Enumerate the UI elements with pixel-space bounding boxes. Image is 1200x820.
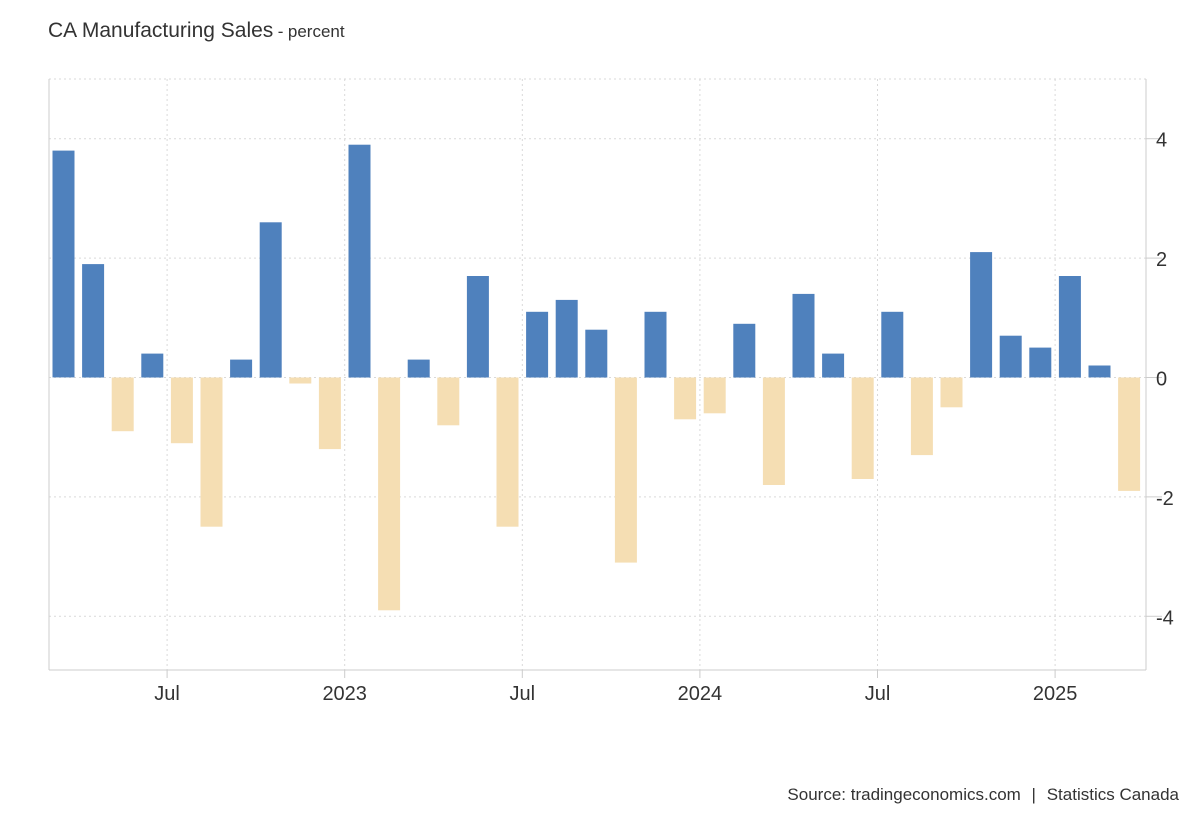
bar-positive: [259, 222, 282, 378]
bar-positive: [733, 323, 756, 378]
bar-negative: [318, 377, 341, 450]
bar-positive: [555, 299, 578, 378]
bar-positive: [822, 353, 845, 378]
bar-negative: [437, 377, 460, 426]
bar-positive: [466, 276, 489, 378]
bar-negative: [851, 377, 874, 479]
bar-negative: [940, 377, 963, 408]
bar-chart: 4 2 0 -2 -4 Jul 2023 Jul 2024 Jul 2025: [48, 78, 1174, 705]
bar-negative: [170, 377, 193, 444]
bar-negative: [674, 377, 697, 420]
bar-negative: [614, 377, 637, 563]
bar-negative: [289, 377, 312, 384]
bar-positive: [644, 311, 667, 378]
chart-unit: percent: [287, 22, 345, 41]
bar-negative: [200, 377, 223, 527]
y-tick-label: -4: [1156, 607, 1174, 629]
chart-title-row: CA Manufacturing Sales - percent: [48, 19, 345, 43]
source-site[interactable]: tradingeconomics.com: [850, 785, 1021, 804]
bar-positive: [792, 293, 815, 378]
bar-positive: [407, 359, 430, 378]
bar-positive: [585, 329, 608, 378]
y-tick-label: -2: [1156, 488, 1174, 510]
chart-title: CA Manufacturing Sales: [48, 19, 274, 42]
x-tick-label: Jul: [154, 683, 180, 705]
x-tick-label: Jul: [510, 683, 536, 705]
bar-positive: [52, 150, 75, 378]
bar-negative: [111, 377, 134, 432]
bar-positive: [1088, 365, 1111, 378]
bar-positive: [1058, 276, 1081, 378]
bar-positive: [970, 252, 993, 378]
bar-negative: [496, 377, 519, 527]
source-provider: Statistics Canada: [1046, 785, 1179, 804]
x-tick-label: 2024: [678, 683, 723, 705]
bar-positive: [999, 335, 1022, 378]
y-tick-label: 2: [1156, 249, 1167, 271]
bar-positive: [230, 359, 253, 378]
y-tick-label: 0: [1156, 368, 1167, 390]
title-separator: -: [277, 22, 284, 41]
x-tick-label: 2025: [1033, 683, 1078, 705]
bar-negative: [378, 377, 401, 611]
bar-positive: [1029, 347, 1052, 378]
bar-positive: [881, 311, 904, 378]
bar-positive: [348, 144, 371, 378]
bar-negative: [762, 377, 785, 485]
bar-negative: [1118, 377, 1141, 491]
bar-positive: [526, 311, 549, 378]
bar-positive: [82, 264, 105, 378]
y-tick-label: 4: [1156, 130, 1167, 152]
source-separator: |: [1031, 785, 1036, 804]
bar-negative: [703, 377, 726, 414]
bar-negative: [910, 377, 933, 456]
bar-positive: [141, 353, 164, 378]
source-label: Source:: [787, 785, 846, 804]
x-tick-label: Jul: [865, 683, 891, 705]
source-attribution: Source: tradingeconomics.com | Statistic…: [787, 785, 1179, 805]
x-tick-label: 2023: [322, 683, 367, 705]
